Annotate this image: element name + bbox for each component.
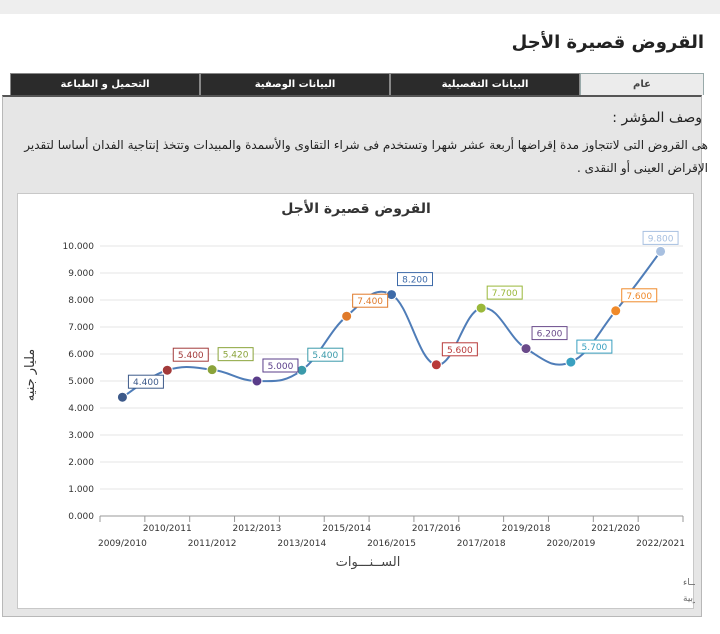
x-tick-label: 2010/2011 bbox=[143, 524, 192, 534]
x-tick-label: 2021/2020 bbox=[591, 524, 640, 534]
data-label: 5.000 bbox=[268, 362, 294, 372]
data-label: 6.200 bbox=[537, 330, 563, 340]
tab-detailed-data[interactable]: البيانات التفصيلية bbox=[390, 73, 580, 95]
y-tick-label: 6.000 bbox=[68, 350, 94, 360]
data-label-box bbox=[127, 374, 164, 389]
x-tick-label: 2012/2013 bbox=[233, 524, 282, 534]
tab-download-print[interactable]: التحميل و الطباعة bbox=[10, 73, 200, 95]
data-point[interactable] bbox=[116, 391, 128, 403]
data-point[interactable] bbox=[520, 343, 532, 355]
data-label: 5.420 bbox=[223, 351, 249, 361]
data-label: 9.800 bbox=[648, 234, 674, 244]
y-tick-label: 3.000 bbox=[68, 431, 94, 441]
y-tick-label: 0.000 bbox=[68, 512, 94, 522]
y-tick-label: 2.000 bbox=[68, 458, 94, 468]
data-point[interactable] bbox=[251, 375, 263, 387]
data-point[interactable] bbox=[475, 302, 487, 314]
x-axis-label: الســنـــوات bbox=[336, 555, 401, 570]
y-axis-label: مليار جنيه bbox=[23, 349, 38, 401]
data-label: 5.600 bbox=[447, 346, 473, 356]
data-label: 5.400 bbox=[178, 351, 204, 361]
description-text: هى القروض التى لاتتجاوز مدة إقراضها أربع… bbox=[24, 138, 708, 175]
data-label-box bbox=[172, 347, 209, 362]
data-label: 5.700 bbox=[582, 343, 608, 353]
x-tick-label: 2013/2014 bbox=[277, 539, 326, 549]
data-point[interactable] bbox=[610, 305, 622, 317]
y-tick-label: 10.000 bbox=[63, 242, 95, 252]
data-point[interactable] bbox=[341, 310, 353, 322]
data-point[interactable] bbox=[206, 364, 218, 376]
data-label: 7.600 bbox=[626, 292, 652, 302]
y-tick-label: 9.000 bbox=[68, 269, 94, 279]
data-label: 5.400 bbox=[312, 351, 338, 361]
description-label: وصف المؤشر : bbox=[612, 110, 702, 126]
x-tick-label: 2011/2012 bbox=[188, 539, 237, 549]
data-label-box bbox=[531, 326, 568, 341]
data-label: 4.400 bbox=[133, 378, 159, 388]
y-tick-label: 7.000 bbox=[68, 323, 94, 333]
data-label-box bbox=[397, 272, 433, 287]
data-label-box bbox=[352, 293, 389, 308]
data-label-box bbox=[441, 342, 478, 357]
x-tick-label: 2020/2019 bbox=[546, 539, 595, 549]
tab-metadata[interactable]: البيانات الوصفية bbox=[200, 73, 390, 95]
x-tick-label: 2017/2016 bbox=[412, 524, 461, 534]
credit-line-1: حقوق الملكية للجهــاز المركزي للتعبئة ال… bbox=[683, 576, 695, 588]
data-label: 8.200 bbox=[402, 276, 428, 286]
data-point[interactable] bbox=[161, 364, 173, 376]
page-title: القروض قصيرة الأجل bbox=[511, 32, 704, 53]
x-tick-label: 2019/2018 bbox=[502, 524, 551, 534]
credit-line-2: المصدر الأساسـي للأحصاءات الرسمية لجمهور… bbox=[683, 592, 695, 604]
tab-bar: عام البيانات التفصيلية البيانات الوصفية … bbox=[4, 73, 704, 95]
line-chart: القروض قصيرة الأجل 0.000 1.000 2.000 3.000 4… bbox=[23, 200, 695, 604]
chart-title: القروض قصيرة الأجل bbox=[281, 200, 431, 217]
x-tick-label: 2009/2010 bbox=[98, 539, 147, 549]
data-label-box bbox=[621, 288, 658, 303]
data-label-box bbox=[576, 339, 613, 354]
data-label-box bbox=[486, 285, 523, 300]
top-bar bbox=[0, 0, 720, 14]
x-tick-label: 2017/2018 bbox=[457, 539, 506, 549]
x-tick-label: 2016/2015 bbox=[367, 539, 416, 549]
y-tick-label: 4.000 bbox=[68, 404, 94, 414]
x-tick-label: 2022/2021 bbox=[636, 539, 685, 549]
y-tick-label: 1.000 bbox=[68, 485, 94, 495]
data-label-box bbox=[217, 347, 254, 362]
data-label: 7.400 bbox=[357, 297, 383, 307]
y-tick-label: 8.000 bbox=[68, 296, 94, 306]
tab-general[interactable]: عام bbox=[580, 73, 704, 95]
y-tick-label: 5.000 bbox=[68, 377, 94, 387]
data-point[interactable] bbox=[655, 245, 667, 257]
x-tick-label: 2015/2014 bbox=[322, 524, 371, 534]
data-point[interactable] bbox=[430, 359, 442, 371]
chart-container: القروض قصيرة الأجل 0.000 1.000 2.000 3.000 4… bbox=[17, 193, 695, 609]
data-label-box bbox=[262, 358, 299, 373]
data-point[interactable] bbox=[565, 356, 577, 368]
data-label-box bbox=[307, 347, 344, 362]
data-label: 7.700 bbox=[492, 289, 518, 299]
data-label-box bbox=[642, 230, 679, 245]
